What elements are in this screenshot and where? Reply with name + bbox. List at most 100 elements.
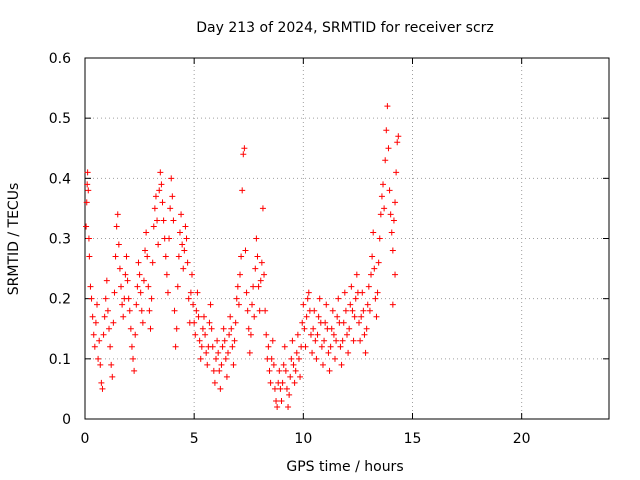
data-point (267, 379, 274, 386)
data-point (234, 283, 241, 290)
data-point (349, 307, 356, 314)
data-point (99, 385, 106, 392)
data-point (128, 343, 135, 350)
x-tick-label: 10 (294, 431, 312, 447)
data-point (239, 187, 246, 194)
data-point (110, 319, 117, 326)
data-series-scrz (83, 103, 402, 410)
data-point (135, 259, 142, 266)
data-point (380, 181, 387, 188)
data-point (204, 361, 211, 368)
data-point (134, 283, 141, 290)
data-point (118, 283, 125, 290)
data-point (327, 343, 334, 350)
data-point (393, 169, 400, 176)
data-point (222, 355, 229, 362)
data-point (373, 313, 380, 320)
data-point (172, 343, 179, 350)
data-point (159, 199, 166, 206)
data-point (114, 211, 121, 218)
data-point (210, 367, 217, 374)
data-point (125, 295, 132, 302)
data-point (319, 361, 326, 368)
data-point (341, 289, 348, 296)
data-point (152, 193, 159, 200)
data-point (209, 343, 216, 350)
data-point (291, 379, 298, 386)
data-point (154, 217, 161, 224)
data-point (169, 193, 176, 200)
data-point (149, 259, 156, 266)
data-point (173, 325, 180, 332)
data-point (359, 289, 366, 296)
data-point (281, 343, 288, 350)
data-point (92, 319, 99, 326)
data-point (119, 301, 126, 308)
data-point (219, 343, 226, 350)
data-point (357, 337, 364, 344)
data-point (273, 397, 280, 404)
data-point (191, 319, 198, 326)
data-point (142, 247, 149, 254)
x-tick-label: 0 (81, 431, 90, 447)
data-point (103, 277, 110, 284)
data-point (329, 307, 336, 314)
data-point (392, 271, 399, 278)
data-point (88, 295, 95, 302)
data-point (388, 229, 395, 236)
data-point (98, 379, 105, 386)
data-point (254, 253, 261, 260)
data-point (295, 355, 302, 362)
data-point (178, 211, 185, 218)
data-point (122, 271, 129, 278)
data-point (280, 361, 287, 368)
data-point (387, 211, 394, 218)
data-point (214, 337, 221, 344)
data-point (174, 283, 181, 290)
data-point (290, 361, 297, 368)
data-point (241, 145, 248, 152)
data-point (249, 301, 256, 308)
data-point (113, 223, 120, 230)
data-point (250, 283, 257, 290)
data-point (326, 367, 333, 374)
data-point (274, 403, 281, 410)
data-point (84, 169, 91, 176)
data-point (215, 349, 222, 356)
data-point (146, 307, 153, 314)
data-point (138, 307, 145, 314)
data-point (328, 325, 335, 332)
data-point (195, 313, 202, 320)
data-point (374, 289, 381, 296)
data-point (255, 283, 262, 290)
data-point (303, 313, 310, 320)
data-point (242, 247, 249, 254)
data-point (330, 331, 337, 338)
y-tick-label: 0 (62, 412, 71, 428)
data-point (277, 385, 284, 392)
data-point (229, 343, 236, 350)
data-point (85, 235, 92, 242)
data-point (196, 337, 203, 344)
data-point (350, 337, 357, 344)
data-point (132, 331, 139, 338)
data-point (124, 277, 131, 284)
data-point (220, 325, 227, 332)
data-point (365, 283, 372, 290)
data-point (253, 235, 260, 242)
data-point (107, 343, 114, 350)
data-point (194, 289, 201, 296)
data-point (368, 271, 375, 278)
data-point (335, 295, 342, 302)
data-point (94, 301, 101, 308)
data-point (322, 319, 329, 326)
data-point (87, 283, 94, 290)
data-point (162, 253, 169, 260)
data-point (348, 283, 355, 290)
data-point (251, 313, 258, 320)
data-point (235, 301, 242, 308)
data-point (131, 367, 138, 374)
data-point (370, 229, 377, 236)
data-point (321, 337, 328, 344)
data-point (182, 223, 189, 230)
